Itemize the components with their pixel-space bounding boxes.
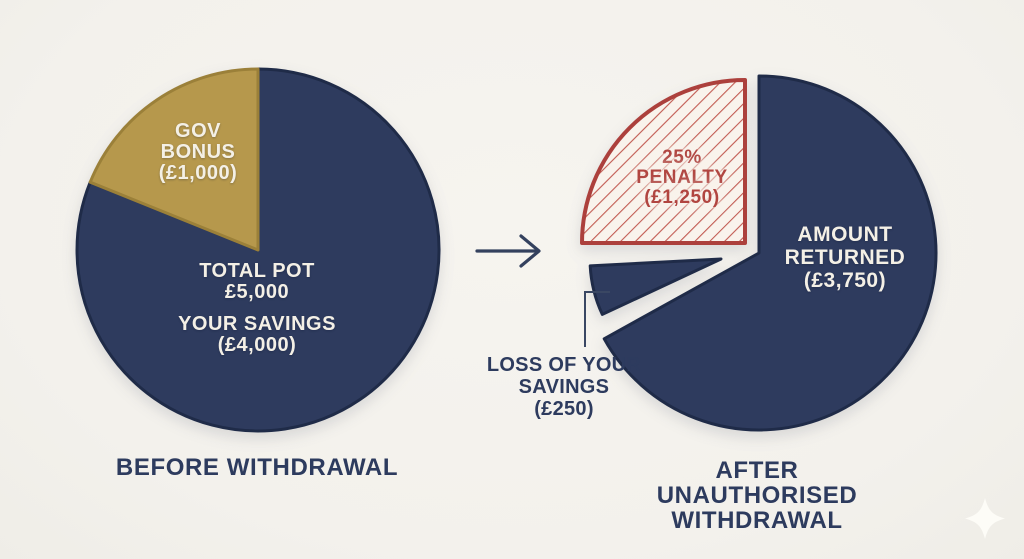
sparkle-icon [965, 498, 1005, 539]
pie-slice-penalty [580, 78, 747, 245]
pie-slice-loss-of-savings [588, 257, 723, 316]
pie-slice-amount-returned [602, 74, 938, 432]
pie-slice-gov-bonus [88, 67, 260, 252]
loss-callout-line [584, 291, 610, 347]
right-arrow-icon [475, 234, 541, 268]
pie-after [580, 74, 938, 432]
pie-before [75, 67, 441, 433]
